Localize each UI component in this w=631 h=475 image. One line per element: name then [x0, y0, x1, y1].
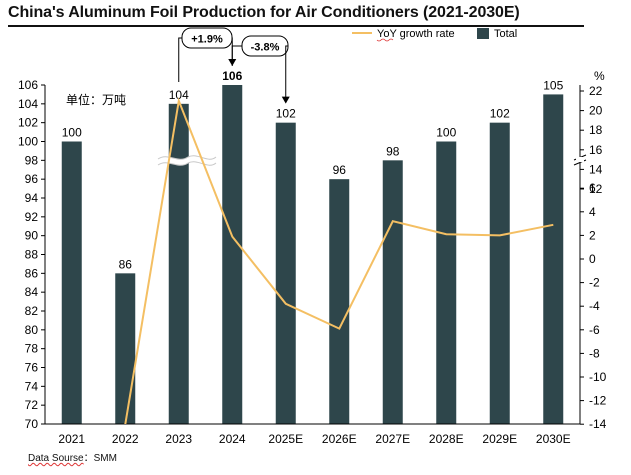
bar-2025E — [275, 122, 296, 425]
source-value: SMM — [93, 453, 117, 464]
bar-2022 — [115, 273, 136, 424]
left-tick-label-104: 104 — [18, 97, 38, 111]
x-tick-label-2021: 2021 — [58, 432, 85, 446]
right-tick-label--14: -14 — [589, 417, 607, 431]
annotation-label-0: +1.9% — [191, 34, 223, 46]
x-tick-label-2029E: 2029E — [482, 432, 517, 446]
left-tick-label-78: 78 — [25, 342, 39, 356]
right-tick-label-22: 22 — [589, 84, 603, 98]
right-tick-label-2: 2 — [589, 228, 596, 242]
x-tick-label-2022: 2022 — [112, 432, 139, 446]
source-label: Data Sourse — [28, 453, 84, 464]
bars-group — [61, 85, 564, 425]
right-tick-label--2: -2 — [589, 276, 600, 290]
left-tick-label-72: 72 — [25, 398, 39, 412]
right-tick-label--8: -8 — [589, 346, 600, 360]
bar-label-2027E: 98 — [386, 144, 400, 158]
x-tick-label-2025E: 2025E — [268, 432, 303, 446]
chart-title: China's Aluminum Foil Production for Air… — [8, 4, 520, 21]
bar-label-2024: 106 — [222, 69, 242, 83]
left-tick-label-94: 94 — [25, 191, 39, 205]
bar-break-mask — [156, 155, 218, 166]
right-tick-label-20: 20 — [589, 104, 603, 118]
right-tick-label--10: -10 — [589, 370, 607, 384]
right-tick-label--12: -12 — [589, 394, 607, 408]
bar-label-2021: 100 — [62, 126, 82, 140]
legend-spell-underline — [376, 38, 394, 42]
yoy-line-group — [124, 97, 554, 424]
right-tick-label-12: 12 — [589, 182, 603, 196]
left-axis-unit: 单位：万吨 — [66, 92, 126, 107]
yoy-line — [124, 97, 554, 424]
bar-2028E — [436, 141, 457, 424]
left-tick-label-90: 90 — [25, 229, 39, 243]
left-tick-label-86: 86 — [25, 266, 39, 280]
left-tick-label-70: 70 — [25, 417, 39, 431]
left-tick-label-84: 84 — [25, 285, 39, 299]
bar-2029E — [489, 122, 510, 425]
x-tick-label-2030E: 2030E — [536, 432, 571, 446]
right-tick-label-6: 6 — [589, 181, 596, 195]
right-axis-break-gap — [576, 157, 584, 162]
bar-2026E — [329, 179, 350, 424]
left-tick-label-92: 92 — [25, 210, 39, 224]
right-tick-label-0: 0 — [589, 252, 596, 266]
left-tick-label-82: 82 — [25, 304, 39, 318]
x-tick-label-2028E: 2028E — [429, 432, 464, 446]
axes-group: 70 72 74 76 78 80 82 84 86 88 90 92 94 96 98 100 102 104 1… — [18, 78, 607, 446]
annotation-arrow-1 — [281, 96, 290, 104]
x-tick-label-2023: 2023 — [165, 432, 192, 446]
legend-label-yoy: YoY growth rate — [377, 28, 455, 40]
bar-2027E — [382, 160, 403, 425]
annotations-group: +1.9% -3.8% — [178, 27, 290, 104]
annotation-label-1: -3.8% — [251, 42, 280, 54]
data-source: Data Sourse：SMM — [28, 449, 117, 464]
left-tick-label-106: 106 — [18, 78, 38, 92]
left-tick-label-76: 76 — [25, 361, 39, 375]
x-tick-label-2027E: 2027E — [375, 432, 410, 446]
right-tick-label-18: 18 — [589, 123, 603, 137]
left-tick-label-88: 88 — [25, 248, 39, 262]
bar-label-2022: 86 — [119, 257, 133, 271]
bar-label-2026E: 96 — [333, 163, 347, 177]
left-tick-label-96: 96 — [25, 172, 39, 186]
annotation-connector-1 — [231, 45, 288, 99]
bar-label-2030E: 105 — [543, 78, 563, 92]
bar-label-2028E: 100 — [436, 126, 456, 140]
right-tick-label--4: -4 — [589, 299, 600, 313]
right-tick-label-4: 4 — [589, 205, 596, 219]
bar-2023 — [168, 103, 189, 424]
bar-2030E — [543, 94, 564, 425]
right-tick-label-14: 14 — [589, 162, 603, 176]
left-tick-label-100: 100 — [18, 135, 38, 149]
x-tick-label-2026E: 2026E — [322, 432, 357, 446]
legend-bar-swatch — [477, 28, 489, 39]
bar-labels-group: 100 86 104 106 102 96 98 100 102 105 — [62, 69, 564, 271]
left-tick-label-98: 98 — [25, 153, 39, 167]
source-sep: ： — [83, 453, 94, 464]
left-tick-label-102: 102 — [18, 116, 38, 130]
bar-2021 — [61, 141, 82, 424]
right-axis-unit: % — [594, 69, 605, 83]
left-tick-label-80: 80 — [25, 323, 39, 337]
x-tick-label-2024: 2024 — [219, 432, 246, 446]
bar-break-marker — [157, 155, 217, 166]
bar-label-2025E: 102 — [276, 107, 296, 121]
bar-label-2029E: 102 — [490, 107, 510, 121]
right-tick-label--6: -6 — [589, 323, 600, 337]
left-tick-label-74: 74 — [25, 379, 39, 393]
right-tick-label-16: 16 — [589, 143, 603, 157]
bar-2024 — [222, 85, 243, 424]
legend-label-total: Total — [494, 28, 517, 40]
bar-label-2023: 104 — [169, 88, 189, 102]
legend-group: YoY growth rate Total — [352, 28, 517, 42]
title-underline — [8, 25, 584, 27]
